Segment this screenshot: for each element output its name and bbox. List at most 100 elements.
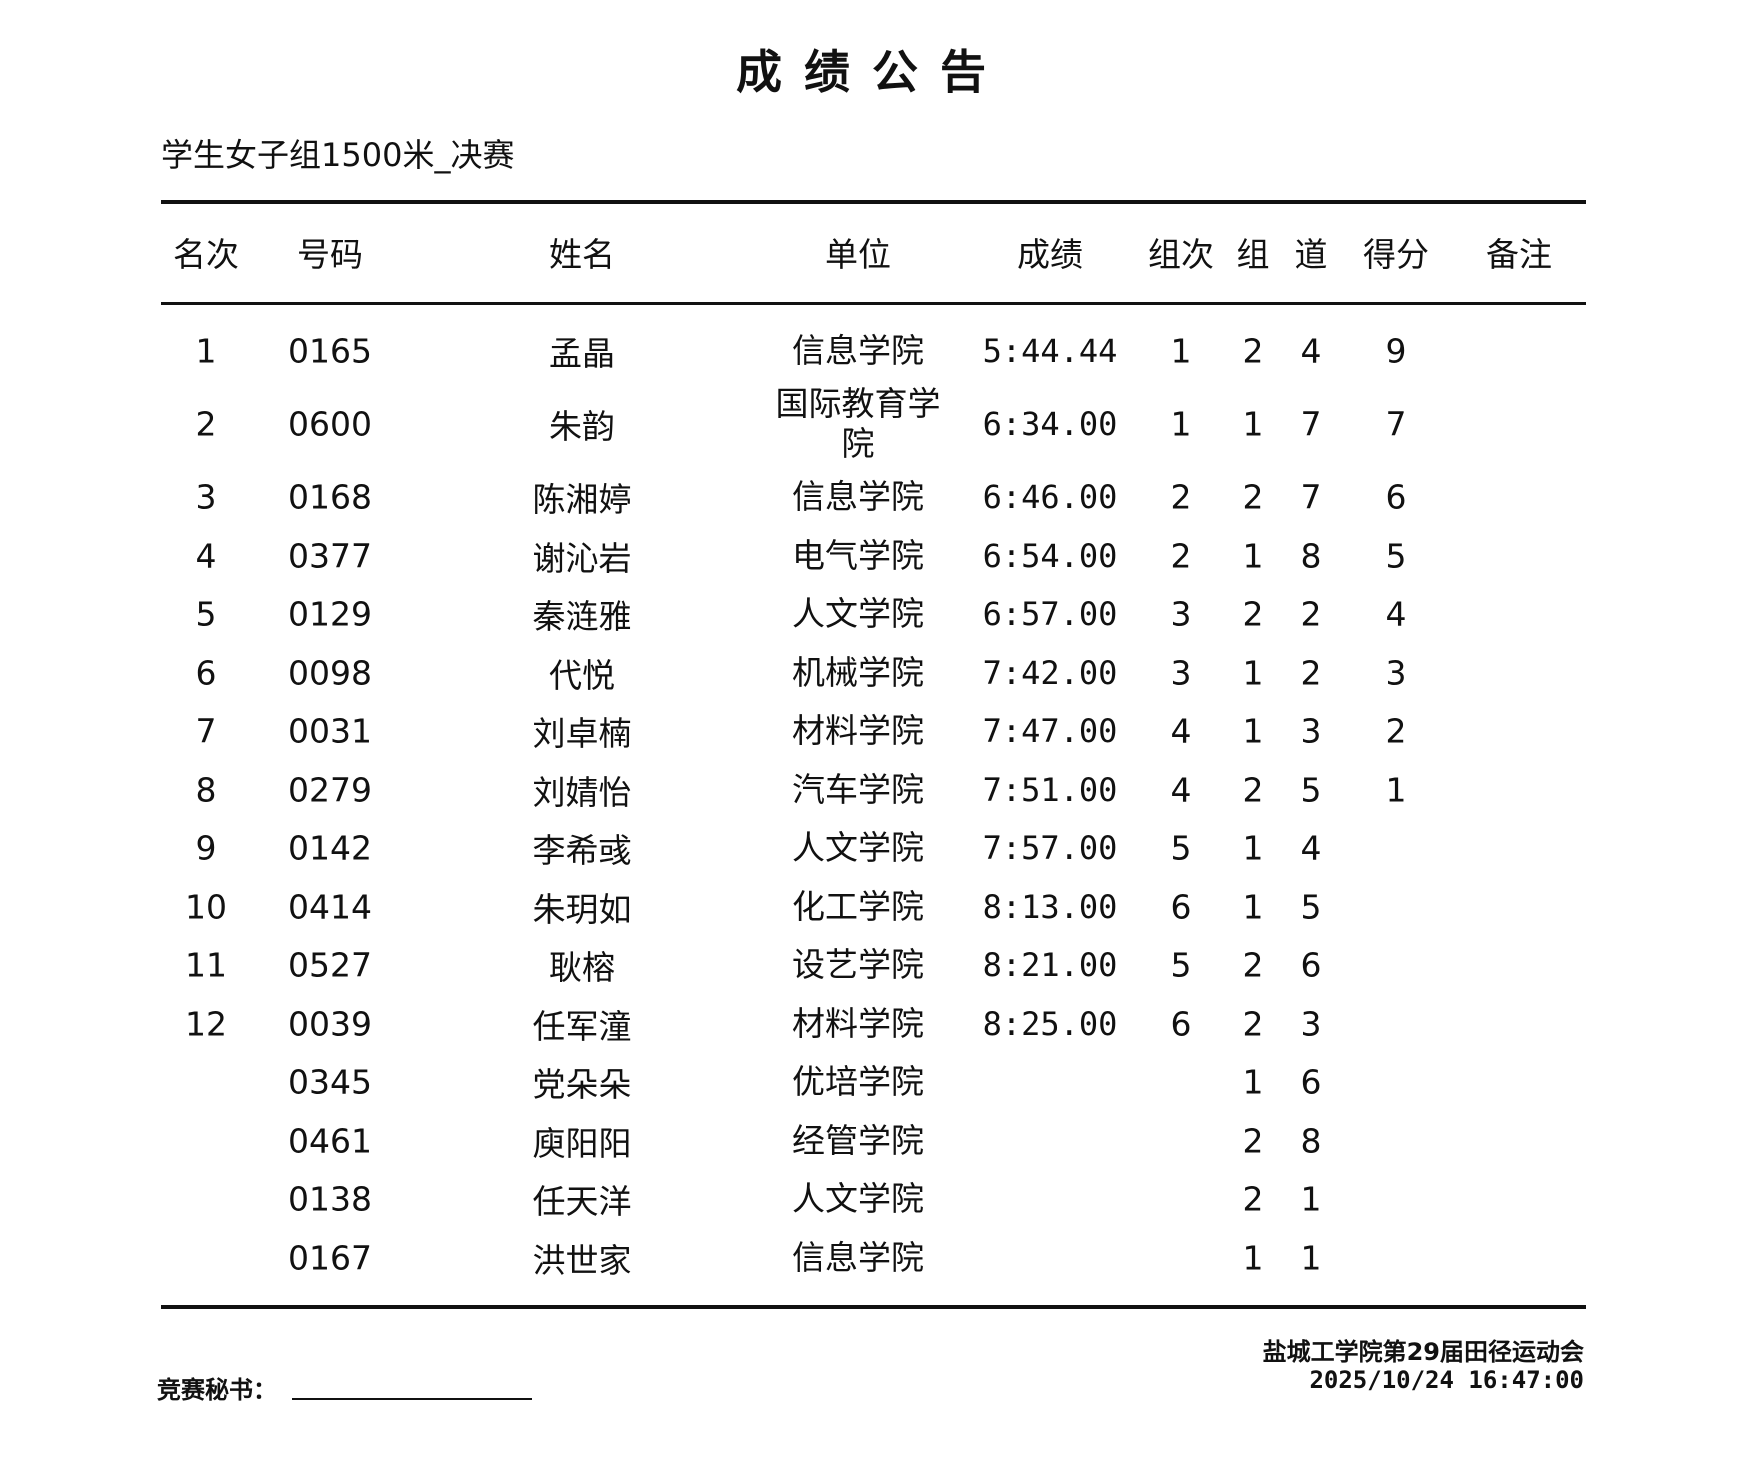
- cell-name: 耿榕: [549, 948, 615, 987]
- cell-rank: 8: [195, 770, 217, 809]
- cell-unit: 人文学院: [792, 594, 924, 633]
- cell-no: 0377: [288, 536, 372, 575]
- cell-rank: 9: [195, 828, 217, 868]
- cell-group: 1: [1242, 711, 1264, 751]
- cell-group: 1: [1242, 1062, 1264, 1102]
- header-no: 号码: [297, 235, 363, 274]
- organizer: 盐城工学院第29届田径运动会: [1262, 1338, 1584, 1366]
- cell-heat: 1: [1170, 331, 1192, 371]
- header-note: 备注: [1486, 235, 1552, 274]
- cell-score: 6: [1385, 477, 1407, 517]
- cell-unit: 信息学院: [792, 1237, 924, 1277]
- cell-group: 1: [1242, 828, 1264, 868]
- cell-name: 庾阳阳: [532, 1123, 632, 1163]
- cell-name: 陈湘婷: [532, 480, 632, 519]
- cell-rank: 5: [195, 594, 217, 634]
- cell-lane: 7: [1300, 404, 1322, 444]
- header-result: 成绩: [1017, 235, 1083, 274]
- cell-score: 1: [1385, 770, 1407, 809]
- cell-name: 刘卓楠: [532, 714, 632, 753]
- cell-rank: 4: [195, 536, 217, 575]
- cell-lane: 1: [1300, 1238, 1322, 1277]
- cell-unit: 优培学院: [792, 1062, 924, 1101]
- cell-no: 0129: [288, 594, 372, 634]
- cell-lane: 4: [1300, 828, 1322, 868]
- cell-heat: 4: [1170, 770, 1192, 809]
- cell-heat: 5: [1170, 828, 1192, 868]
- cell-group: 1: [1242, 404, 1264, 444]
- cell-group: 2: [1242, 770, 1264, 809]
- table-top-rule: [161, 200, 1586, 204]
- cell-name: 党朵朵: [532, 1065, 632, 1104]
- cell-result: 7:47.00: [982, 712, 1118, 750]
- cell-lane: 5: [1300, 770, 1322, 809]
- cell-lane: 3: [1300, 711, 1322, 751]
- cell-lane: 6: [1300, 1062, 1322, 1102]
- cell-group: 2: [1242, 477, 1264, 517]
- cell-rank: 10: [185, 887, 227, 926]
- event-name: 学生女子组1500米_决赛: [161, 136, 515, 174]
- cell-group: 1: [1242, 1238, 1264, 1277]
- cell-no: 0600: [288, 404, 372, 444]
- signature-line: [292, 1398, 532, 1400]
- cell-score: 3: [1385, 653, 1407, 692]
- cell-result: 6:34.00: [982, 405, 1118, 443]
- cell-result: 5:44.44: [982, 332, 1118, 370]
- cell-result: 6:54.00: [982, 536, 1118, 575]
- cell-unit: 经管学院: [792, 1120, 924, 1160]
- cell-name: 任天洋: [532, 1182, 632, 1221]
- header-heat: 组次: [1148, 235, 1214, 274]
- cell-lane: 8: [1300, 1121, 1322, 1160]
- cell-unit: 设艺学院: [792, 945, 924, 984]
- cell-group: 2: [1242, 331, 1264, 371]
- cell-heat: 2: [1170, 536, 1192, 575]
- cell-group: 2: [1242, 1004, 1264, 1043]
- cell-name: 谢沁岩: [532, 538, 632, 578]
- cell-heat: 1: [1170, 404, 1192, 444]
- cell-group: 2: [1242, 945, 1264, 985]
- cell-rank: 6: [195, 653, 217, 692]
- cell-result: 6:57.00: [982, 595, 1118, 633]
- cell-unit: 汽车学院: [792, 769, 924, 809]
- cell-name: 任军潼: [532, 1006, 632, 1046]
- cell-score: 4: [1385, 594, 1407, 634]
- cell-unit: 人文学院: [792, 828, 924, 867]
- cell-rank: 3: [195, 477, 217, 517]
- cell-result: 8:13.00: [982, 887, 1118, 926]
- cell-unit: 国际教育学院: [775, 384, 941, 463]
- cell-no: 0461: [288, 1121, 372, 1160]
- header-group: 组: [1236, 235, 1270, 274]
- cell-score: 7: [1385, 404, 1407, 444]
- cell-rank: 12: [185, 1004, 227, 1043]
- cell-group: 1: [1242, 653, 1264, 692]
- cell-no: 0168: [288, 477, 372, 517]
- cell-rank: 7: [195, 711, 217, 751]
- page-title: 成绩公告: [736, 45, 1008, 99]
- cell-unit: 电气学院: [792, 535, 924, 575]
- cell-lane: 8: [1300, 536, 1322, 575]
- cell-no: 0167: [288, 1238, 372, 1277]
- cell-group: 2: [1242, 1121, 1264, 1160]
- cell-lane: 3: [1300, 1004, 1322, 1043]
- cell-group: 2: [1242, 1179, 1264, 1219]
- cell-score: 2: [1385, 711, 1407, 751]
- cell-group: 2: [1242, 594, 1264, 634]
- cell-name: 刘婧怡: [532, 772, 632, 812]
- cell-no: 0527: [288, 945, 372, 985]
- cell-result: 6:46.00: [982, 478, 1118, 516]
- cell-lane: 5: [1300, 887, 1322, 926]
- table-bottom-rule: [161, 1305, 1586, 1309]
- cell-rank: 2: [195, 404, 217, 444]
- cell-lane: 7: [1300, 477, 1322, 517]
- cell-name: 朱玥如: [532, 889, 632, 929]
- cell-no: 0098: [288, 653, 372, 692]
- cell-unit: 化工学院: [792, 886, 924, 926]
- cell-result: 7:51.00: [982, 770, 1118, 809]
- cell-lane: 1: [1300, 1179, 1322, 1219]
- cell-no: 0414: [288, 887, 372, 926]
- cell-unit: 材料学院: [792, 1003, 924, 1043]
- cell-unit: 人文学院: [792, 1179, 924, 1218]
- cell-name: 李希彧: [532, 831, 632, 870]
- cell-lane: 2: [1300, 653, 1322, 692]
- cell-rank: 11: [185, 945, 227, 985]
